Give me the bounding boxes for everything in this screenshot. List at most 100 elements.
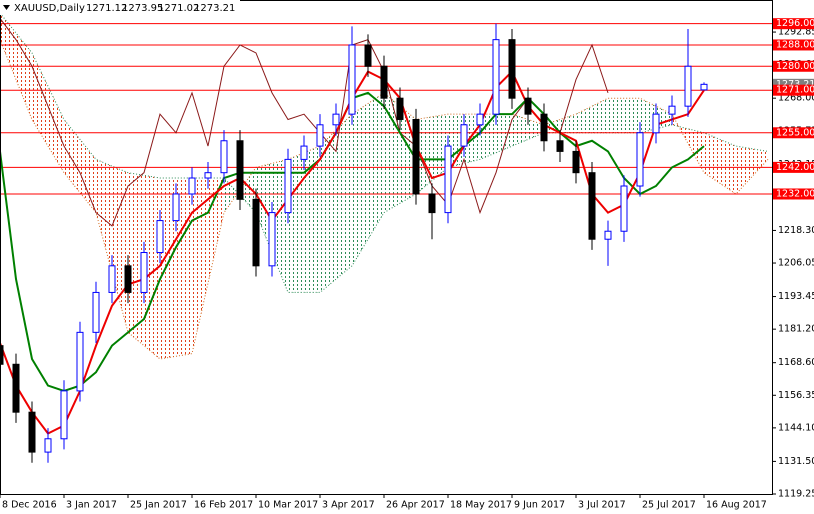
cloud-segment: [736, 146, 768, 194]
candle-body: [508, 39, 516, 99]
x-tick-label: 9 Jun 2017: [514, 500, 565, 511]
cloud-segment: [288, 146, 320, 293]
candle-body: [0, 345, 4, 365]
x-tick-label: 16 Aug 2017: [706, 500, 767, 511]
header-open: 1271.12: [86, 3, 127, 14]
candle-body: [380, 65, 388, 99]
candle-body: [572, 150, 580, 174]
candle-body: [492, 39, 500, 115]
candle-body: [444, 145, 452, 214]
price-box: [773, 78, 814, 90]
candle-body: [316, 124, 324, 147]
level-label: 1232.00: [776, 188, 814, 199]
level-label: 1280.00: [776, 61, 814, 72]
candle-body: [700, 83, 708, 91]
level-label: 1271.00: [776, 85, 814, 96]
candle-body: [620, 185, 628, 232]
candle-body: [412, 118, 420, 195]
cloud-segment: [416, 114, 448, 194]
candle-body: [60, 390, 68, 440]
cloud-segment: [512, 114, 544, 147]
header-low: 1271.02: [158, 3, 199, 14]
candle-body: [540, 113, 548, 142]
candle-body: [556, 140, 564, 152]
x-tick-label: 25 Jul 2017: [642, 500, 696, 511]
y-tick-label: 1131.50: [778, 456, 814, 467]
candle-body: [588, 172, 596, 240]
y-tick-label: 1156.35: [778, 390, 814, 401]
cloud-segment: [608, 98, 640, 133]
cloud-segment: [576, 98, 608, 133]
cloud-segment: [320, 114, 352, 293]
cloud-segment: [480, 114, 512, 160]
span-b-line: [0, 12, 769, 293]
level-label: 1296.00: [776, 18, 814, 29]
cloud-segment: [192, 178, 224, 354]
candle-body: [396, 97, 404, 120]
y-tick-label: 1181.20: [778, 324, 814, 335]
candle-body: [300, 145, 308, 160]
candle-body: [28, 411, 36, 453]
cloud-segment: [704, 132, 736, 194]
candle-body: [44, 438, 52, 453]
header-title: XAUUSD,Daily: [14, 3, 85, 14]
x-tick-label: 16 Feb 2017: [194, 500, 253, 511]
candle-body: [268, 212, 276, 267]
level-box: [773, 161, 814, 173]
candle-body: [108, 265, 116, 293]
candle-body: [684, 65, 692, 107]
y-tick-label: 1292.85: [778, 27, 814, 38]
candle-body: [636, 132, 644, 187]
x-tick-label: 3 Jul 2017: [578, 500, 626, 511]
y-tick-label: 1119.25: [778, 489, 814, 500]
cloud-segment: [96, 159, 128, 333]
candle-body: [156, 220, 164, 254]
candle-body: [236, 140, 244, 200]
level-box: [773, 84, 814, 96]
chikou-line: [0, 18, 609, 227]
candle-body: [252, 198, 260, 267]
y-tick-label: 1268.00: [778, 93, 814, 104]
x-tick-label: 26 Apr 2017: [386, 500, 445, 511]
candle-body: [364, 44, 372, 67]
candle-body: [332, 113, 340, 126]
candle-body: [140, 252, 148, 293]
candle-body: [604, 230, 612, 240]
axis-area: 1292.851280.601268.001255.751243.151230.…: [0, 18, 814, 511]
candle-body: [668, 105, 676, 115]
candle-body: [460, 124, 468, 147]
header: XAUUSD,Daily 1271.12 1273.95 1271.02 127…: [0, 0, 240, 15]
cloud-segment: [64, 119, 96, 213]
level-box: [773, 60, 814, 72]
candle-body: [172, 193, 180, 222]
y-tick-label: 1168.60: [778, 357, 814, 368]
cloud-segment: [352, 92, 384, 266]
level-label: 1242.00: [776, 162, 814, 173]
candle-body: [428, 193, 436, 214]
level-box: [773, 18, 814, 30]
candle-body: [476, 113, 484, 126]
candle-body: [220, 140, 228, 174]
y-tick-label: 1206.05: [778, 258, 814, 269]
y-tick-label: 1144.10: [778, 422, 814, 433]
level-box: [773, 188, 814, 200]
level-box: [773, 39, 814, 51]
header-high: 1273.95: [122, 3, 163, 14]
candle-body: [348, 44, 356, 115]
price-box-label: 1273.21: [776, 79, 814, 90]
candle-body: [524, 97, 532, 115]
header-triangle: [3, 5, 10, 10]
x-tick-label: 8 Dec 2016: [2, 500, 57, 511]
candle-body: [204, 172, 212, 179]
level-label: 1288.00: [776, 39, 814, 50]
cloud-segment: [160, 178, 192, 359]
x-tick-label: 3 Jan 2017: [66, 500, 117, 511]
x-tick-label: 3 Apr 2017: [322, 500, 375, 511]
candle-body: [12, 363, 20, 413]
y-tick-label: 1193.45: [778, 291, 814, 302]
x-tick-label: 25 Jan 2017: [130, 500, 187, 511]
x-tick-label: 18 May 2017: [450, 500, 512, 511]
candle-body: [284, 158, 292, 214]
header-close: 1273.21: [194, 3, 235, 14]
